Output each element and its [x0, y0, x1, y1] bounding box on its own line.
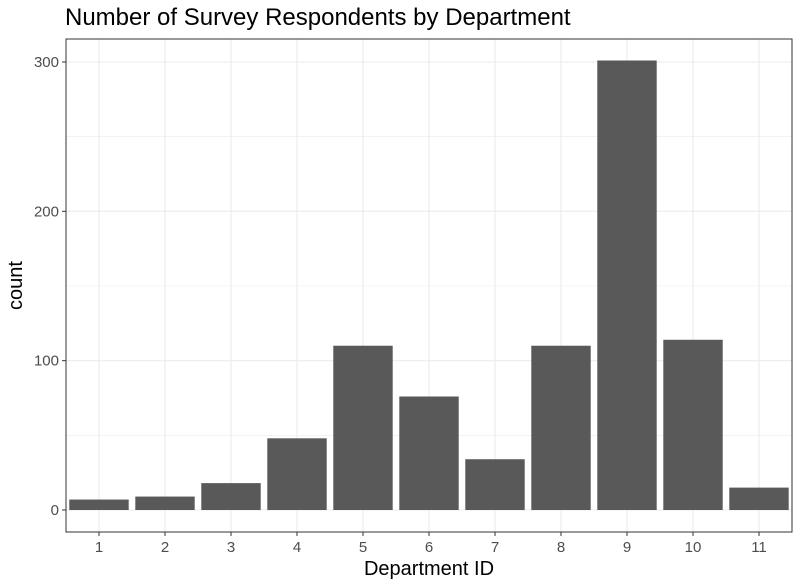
bar-3	[201, 483, 261, 510]
bar-6	[399, 396, 459, 510]
x-tick-label: 5	[359, 539, 367, 556]
x-tick-label: 2	[161, 539, 169, 556]
chart-title: Number of Survey Respondents by Departme…	[65, 4, 571, 31]
y-axis-title: count	[5, 261, 27, 310]
x-tick-label: 3	[227, 539, 235, 556]
axis-ticks: 0 100 200 300 1 2 3 4 5 6 7 8 9 10 11	[34, 54, 767, 556]
bar-9	[597, 60, 657, 511]
bar-11	[729, 487, 789, 510]
y-tick-label: 200	[34, 203, 59, 220]
x-tick-label: 4	[293, 539, 301, 556]
y-tick-label: 100	[34, 353, 59, 370]
bar-4	[267, 438, 327, 510]
bar-5	[333, 345, 393, 510]
x-tick-label: 8	[557, 539, 565, 556]
x-tick-label: 9	[623, 539, 631, 556]
x-tick-label: 7	[491, 539, 499, 556]
y-tick-label: 300	[34, 54, 59, 71]
x-tick-label: 10	[685, 539, 702, 556]
x-tick-label: 6	[425, 539, 433, 556]
y-tick-label: 0	[51, 502, 59, 519]
x-axis-title: Department ID	[364, 558, 494, 580]
bar-10	[663, 339, 723, 510]
bar-7	[465, 459, 525, 510]
bar-2	[135, 496, 195, 510]
bars	[69, 60, 789, 511]
bar-1	[69, 499, 129, 510]
x-tick-label: 11	[751, 539, 767, 556]
x-tick-label: 1	[95, 539, 103, 556]
bar-8	[531, 345, 591, 510]
